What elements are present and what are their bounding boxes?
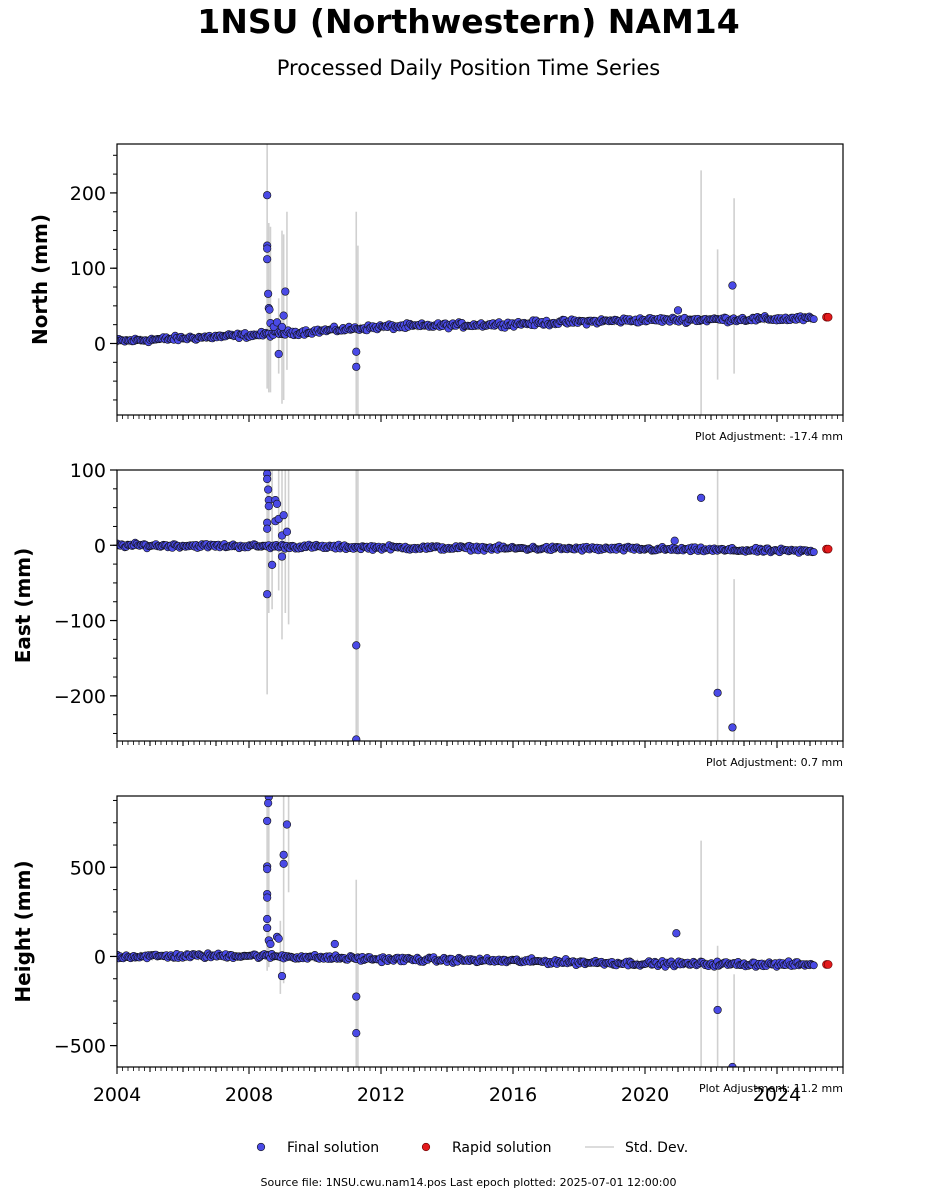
final-solution-point xyxy=(263,893,272,902)
final-solution-point xyxy=(277,552,287,561)
final-solution-point xyxy=(713,1005,722,1015)
final-solution-point xyxy=(263,255,272,264)
final-solution-point xyxy=(263,914,272,924)
y-tick-label: 100 xyxy=(70,258,106,280)
final-solution-point xyxy=(281,287,290,296)
rapid-solution-point xyxy=(823,312,833,322)
final-solution-point xyxy=(282,527,292,536)
final-solution-point xyxy=(809,961,818,970)
final-solution-point xyxy=(728,281,737,290)
y-tick-label: 500 xyxy=(70,857,106,879)
legend-rapid-marker xyxy=(421,1142,431,1152)
final-solution-point xyxy=(263,524,272,533)
final-solution-point xyxy=(265,305,274,314)
final-solution-point xyxy=(264,502,273,511)
final-solution-point xyxy=(673,306,683,315)
rapid-solution-point xyxy=(823,544,833,554)
final-solution-point xyxy=(263,244,272,253)
final-solution-point xyxy=(274,349,283,359)
final-solution-point xyxy=(263,474,272,484)
final-solution-point xyxy=(264,485,273,494)
y-axis-label: East (mm) xyxy=(11,548,35,664)
final-solution-point xyxy=(352,347,361,356)
final-solution-point xyxy=(263,923,272,933)
y-axis-label: North (mm) xyxy=(28,214,52,345)
y-tick-label: 200 xyxy=(70,183,106,205)
panel-1: 0 100 200 North (mm) Plot Adjustment: -17.4 … xyxy=(28,143,844,443)
plot-area xyxy=(117,796,833,1067)
x-tick-label: 2008 xyxy=(225,1084,273,1106)
final-solution-point xyxy=(263,864,272,874)
y-tick-label: 0 xyxy=(94,946,106,968)
final-solution-point xyxy=(266,939,275,949)
final-solution-point xyxy=(352,992,361,1001)
y-tick-label: −100 xyxy=(54,611,106,633)
chart-title: 1NSU (Northwestern) NAM14 xyxy=(197,2,740,41)
chart-subtitle: Processed Daily Position Time Series xyxy=(276,56,661,80)
final-solution-point xyxy=(352,1029,361,1038)
x-tick-label: 2016 xyxy=(489,1084,537,1106)
final-solution-point xyxy=(263,590,272,599)
legend-final-marker xyxy=(256,1142,266,1152)
plot-adjustment-note: Plot Adjustment: 11.2 mm xyxy=(699,1082,843,1095)
final-solution-point xyxy=(264,799,273,808)
final-solution-point xyxy=(279,850,288,859)
panel-2: −200 −100 0 100 East (mm) Plot Adjustment: 0.… xyxy=(11,460,844,769)
legend-std-label: Std. Dev. xyxy=(625,1140,688,1156)
final-solution-point xyxy=(264,289,273,298)
final-solution-point xyxy=(274,934,283,943)
x-tick-label: 2020 xyxy=(621,1084,669,1106)
final-solution-point xyxy=(330,939,339,949)
y-tick-label: 100 xyxy=(70,460,106,482)
final-solution-point xyxy=(277,971,287,981)
panel-3: −500 0 500 Height (mm) Plot Adjustment: 11.2… xyxy=(11,795,844,1095)
final-solution-point xyxy=(263,191,272,200)
y-tick-label: −500 xyxy=(54,1036,106,1058)
plot-area xyxy=(117,470,833,741)
x-tick-label: 2012 xyxy=(357,1084,405,1106)
final-solution-point xyxy=(279,311,288,320)
final-solution-point xyxy=(352,362,361,371)
y-tick-label: 0 xyxy=(94,333,106,355)
legend-final-label: Final solution xyxy=(287,1140,379,1156)
y-tick-label: −200 xyxy=(54,686,106,708)
plot-adjustment-note: Plot Adjustment: -17.4 mm xyxy=(695,430,843,443)
final-solution-point xyxy=(809,315,818,323)
final-solution-point xyxy=(696,493,706,502)
y-tick-label: 0 xyxy=(94,535,106,557)
final-solution-point xyxy=(282,820,292,829)
final-solution-point xyxy=(279,511,288,520)
plot-area xyxy=(117,144,833,415)
final-solution-point xyxy=(670,536,679,545)
source-file-note: Source file: 1NSU.cwu.nam14.pos Last epo… xyxy=(260,1176,677,1189)
final-solution-point xyxy=(277,322,287,332)
final-solution-point xyxy=(272,499,282,508)
rapid-solution-point xyxy=(823,960,833,969)
x-tick-label: 2004 xyxy=(93,1084,141,1106)
legend: Final solution Rapid solution Std. Dev. xyxy=(256,1140,688,1156)
final-solution-point xyxy=(809,548,818,556)
final-solution-point xyxy=(279,859,288,868)
final-solution-point xyxy=(268,560,277,569)
y-axis-label: Height (mm) xyxy=(11,860,35,1002)
final-solution-point xyxy=(672,929,681,938)
legend-rapid-label: Rapid solution xyxy=(452,1140,552,1156)
final-solution-point xyxy=(263,816,272,826)
x-tick-label: 2024 xyxy=(753,1084,801,1106)
final-solution-point xyxy=(352,735,361,741)
final-solution-point xyxy=(728,723,737,732)
plot-adjustment-note: Plot Adjustment: 0.7 mm xyxy=(706,756,843,769)
final-solution-point xyxy=(352,641,361,650)
final-solution-point xyxy=(713,688,722,697)
